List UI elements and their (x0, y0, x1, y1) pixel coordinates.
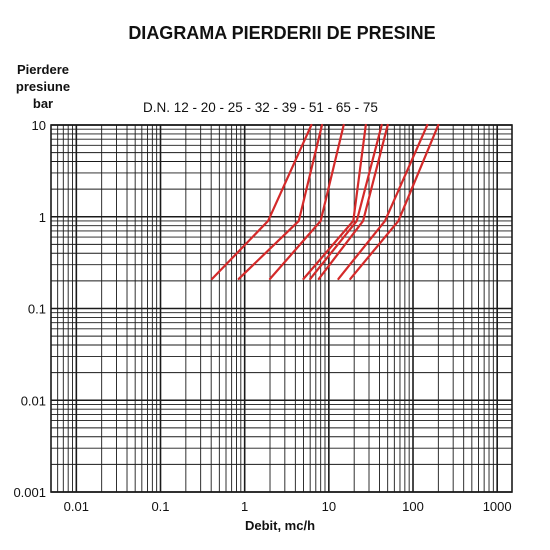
tick-labels: 0.01 0.1 1 10 100 1000 10 1 0.1 0.01 0.001 (13, 118, 511, 514)
pressure-loss-curve-7 (337, 123, 429, 280)
x-tick-label: 1 (241, 499, 248, 514)
curves (211, 123, 440, 280)
y-axis-label-line-1: Pierdere (17, 62, 69, 77)
x-tick-label: 1000 (483, 499, 512, 514)
y-tick-label: 0.001 (13, 485, 46, 500)
y-tick-label: 0.01 (21, 393, 46, 408)
x-axis-label: Debit, mc/h (245, 518, 315, 533)
pressure-loss-curve-5 (309, 123, 383, 280)
x-tick-label: 0.01 (64, 499, 89, 514)
y-axis-label-line-3: bar (33, 96, 53, 111)
grid (50, 124, 513, 493)
pressure-loss-curve-1 (211, 123, 313, 280)
x-tick-label: 100 (402, 499, 424, 514)
pressure-loss-curve-6 (317, 123, 389, 280)
x-tick-label: 0.1 (151, 499, 169, 514)
x-tick-label: 10 (322, 499, 336, 514)
nominal-diameter-list: D.N. 12 - 20 - 25 - 32 - 39 - 51 - 65 - … (143, 100, 378, 115)
chart-title: DIAGRAMA PIERDERII DE PRESINE (128, 23, 435, 43)
y-tick-label: 10 (32, 118, 46, 133)
pressure-loss-curve-3 (268, 123, 345, 280)
y-tick-label: 0.1 (28, 302, 46, 317)
plot-frame (50, 124, 513, 493)
y-tick-label: 1 (39, 210, 46, 225)
pressure-loss-curve-2 (237, 123, 324, 280)
pressure-loss-curve-8 (349, 123, 440, 280)
y-axis-label-line-2: presiune (16, 79, 70, 94)
pressure-loss-curve-4 (302, 123, 367, 280)
